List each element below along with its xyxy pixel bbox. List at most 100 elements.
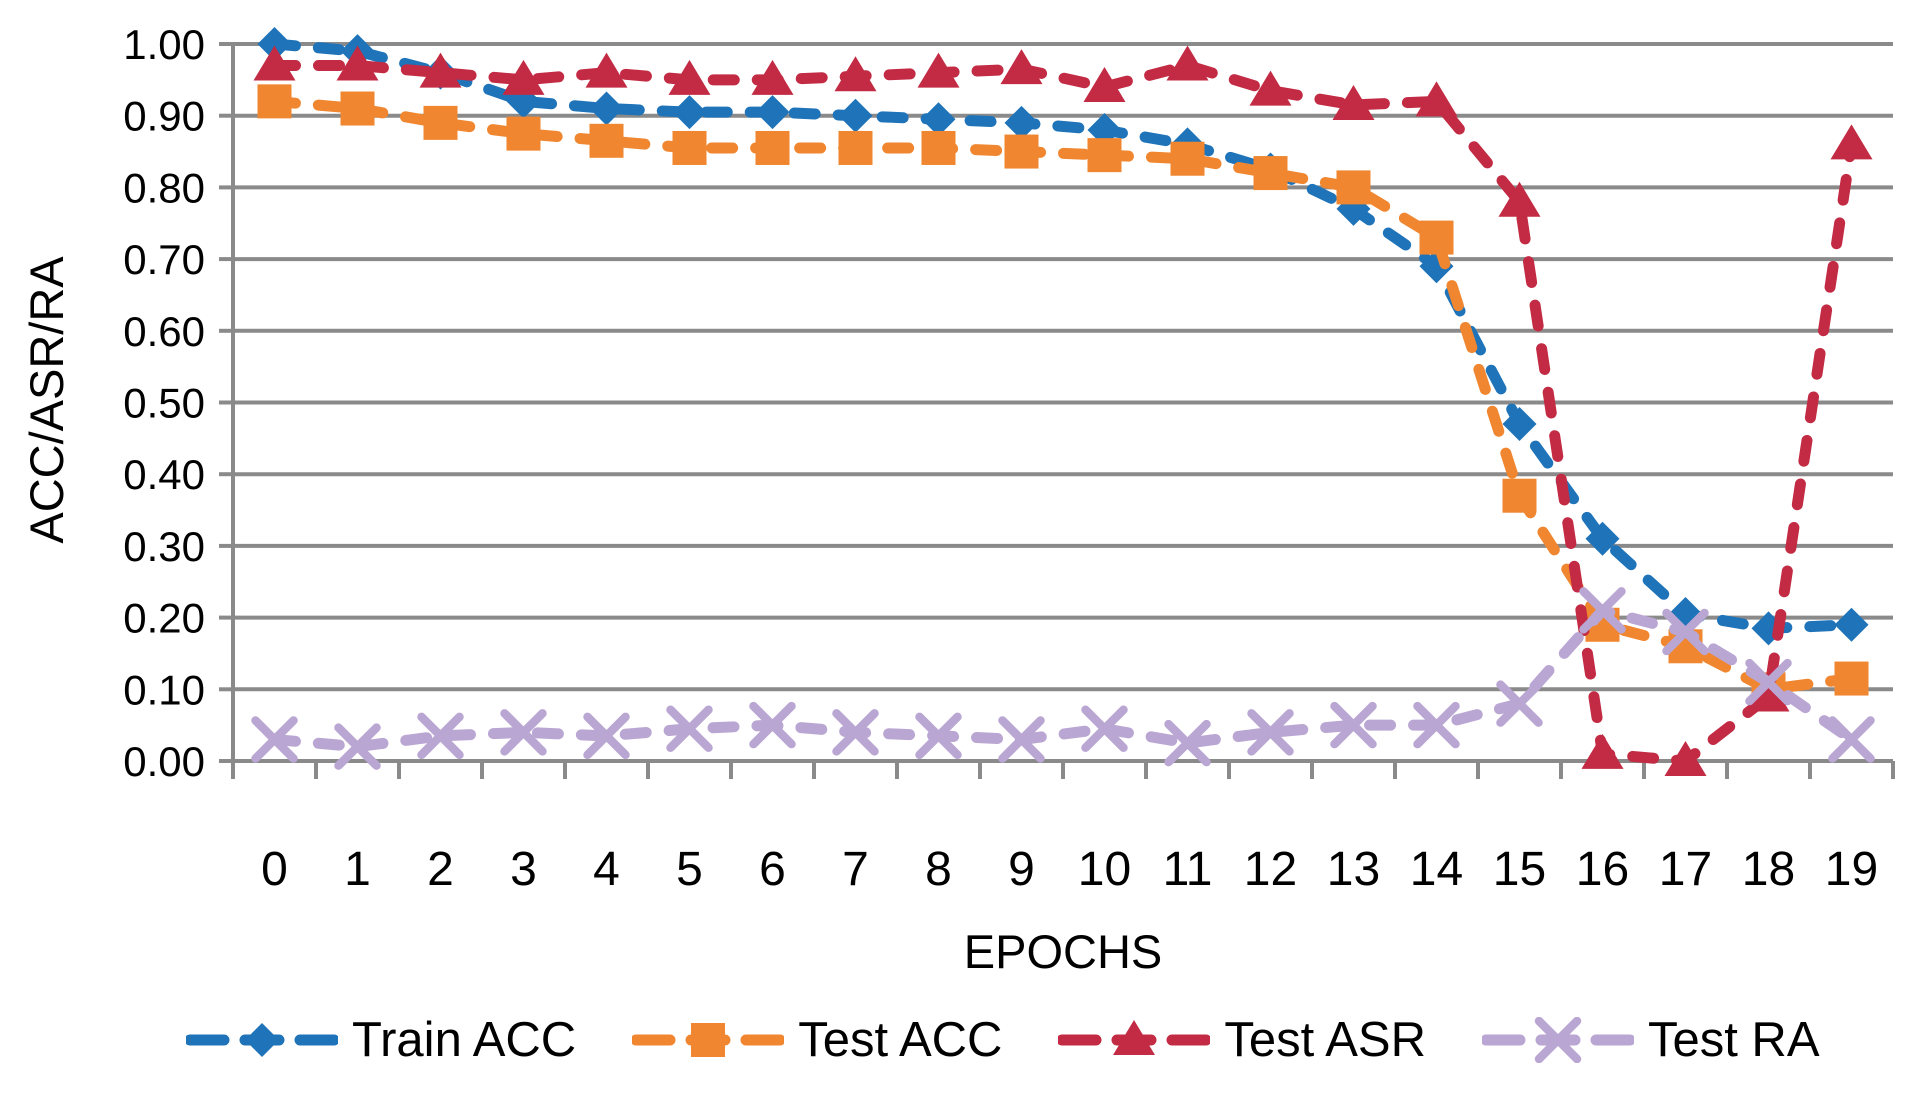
marker-test-acc xyxy=(1502,478,1537,513)
marker-test-acc xyxy=(1170,141,1205,176)
marker-test-ra xyxy=(583,712,630,760)
marker-test-ra xyxy=(1579,587,1626,634)
marker-test-acc xyxy=(589,123,624,158)
legend-label-test-asr: Test ASR xyxy=(1224,1013,1426,1067)
marker-test-asr xyxy=(1664,741,1707,776)
marker-test-asr xyxy=(1498,181,1541,217)
marker-train-acc xyxy=(1502,407,1537,442)
marker-test-ra xyxy=(417,712,464,760)
x-tick-label: 3 xyxy=(510,843,537,896)
marker-test-asr xyxy=(502,59,545,95)
legend-label-test-acc: Test ACC xyxy=(798,1013,1003,1067)
y-tick-labels: 0.00 0.10 0.20 0.30 0.40 0.50 0.60 0.70 0.80 0.90… xyxy=(123,21,205,785)
marker-train-acc xyxy=(257,27,292,61)
y-tick-label: 1.00 xyxy=(123,21,205,68)
legend-label-train-acc: Train ACC xyxy=(352,1013,577,1067)
series-test-asr xyxy=(253,45,1873,776)
y-tick-label: 0.60 xyxy=(123,308,205,355)
marker-test-asr xyxy=(834,56,877,92)
marker-test-asr xyxy=(1332,84,1375,120)
series-test-ra xyxy=(251,587,1875,770)
y-tick-label: 0.80 xyxy=(123,164,205,211)
x-tick-label: 9 xyxy=(1008,843,1035,896)
x-tick-label: 6 xyxy=(759,843,786,896)
y-tick-label: 0.40 xyxy=(123,451,205,498)
x-tick-labels: 0 1 2 3 4 5 6 7 8 9 10 11 12 13 14 15 16 17 18 19 xyxy=(261,843,1878,896)
x-tick-label: 8 xyxy=(925,843,952,896)
marker-test-ra xyxy=(1828,716,1875,763)
marker-test-ra xyxy=(915,712,962,760)
x-tick-label: 10 xyxy=(1078,843,1131,896)
marker-test-acc xyxy=(340,91,375,126)
legend-item-test-asr: Test ASR xyxy=(1058,1012,1426,1068)
legend-marker-train-acc xyxy=(245,1023,279,1057)
marker-test-ra xyxy=(1413,701,1460,749)
y-tick-label: 0.00 xyxy=(123,738,205,785)
axis-ticks xyxy=(219,42,1895,779)
x-tick-label: 4 xyxy=(593,843,620,896)
x-tick-label: 13 xyxy=(1327,843,1380,896)
marker-test-asr xyxy=(1830,124,1873,160)
marker-test-acc xyxy=(1336,170,1371,205)
marker-test-ra xyxy=(1496,680,1543,727)
x-tick-label: 7 xyxy=(842,843,869,896)
marker-test-ra xyxy=(1247,709,1294,756)
x-tick-label: 15 xyxy=(1493,843,1546,896)
marker-test-asr xyxy=(253,45,296,81)
marker-test-ra xyxy=(1662,608,1709,656)
y-tick-label: 0.70 xyxy=(123,236,205,283)
marker-test-asr xyxy=(336,45,379,81)
legend-marker-test-acc xyxy=(691,1023,726,1057)
marker-test-asr xyxy=(1581,733,1624,769)
x-tick-label: 11 xyxy=(1163,843,1213,896)
y-tick-label: 0.10 xyxy=(123,666,205,713)
marker-test-ra xyxy=(500,709,547,756)
x-axis-title: EPOCHS xyxy=(963,925,1163,978)
legend-key-diamond-icon xyxy=(186,1023,338,1057)
marker-train-acc xyxy=(1419,249,1454,284)
chart-legend: Train ACC Test ACC Test ASR Test RA xyxy=(186,1004,1820,1076)
marker-test-acc xyxy=(755,130,790,165)
marker-test-ra xyxy=(666,705,713,752)
y-axis-title: ACC/ASR/RA xyxy=(20,256,74,544)
marker-test-ra xyxy=(1745,658,1792,706)
legend-item-test-ra: Test RA xyxy=(1481,1012,1820,1068)
marker-train-acc xyxy=(589,91,624,126)
y-tick-label: 0.50 xyxy=(123,380,205,427)
marker-test-acc xyxy=(921,130,956,165)
series-test-acc xyxy=(257,84,1869,707)
marker-test-acc xyxy=(672,130,707,165)
x-tick-label: 18 xyxy=(1742,843,1795,896)
marker-test-asr xyxy=(668,59,711,95)
y-tick-label: 0.20 xyxy=(123,595,205,642)
legend-key-x-icon xyxy=(1481,1017,1634,1063)
x-tick-label: 2 xyxy=(427,843,454,896)
marker-test-asr xyxy=(1747,676,1790,712)
marker-test-ra xyxy=(832,709,879,756)
marker-test-asr xyxy=(1166,45,1209,81)
marker-test-acc xyxy=(1004,134,1039,169)
marker-test-acc xyxy=(1834,661,1869,696)
x-tick-label: 1 xyxy=(344,843,371,896)
marker-test-ra xyxy=(1330,701,1377,749)
marker-test-ra xyxy=(1164,719,1211,767)
x-tick-label: 19 xyxy=(1825,843,1878,896)
marker-test-ra xyxy=(998,716,1045,763)
x-tick-label: 5 xyxy=(676,843,703,896)
marker-test-ra xyxy=(749,701,796,749)
x-tick-label: 17 xyxy=(1659,843,1712,896)
marker-test-asr xyxy=(585,52,628,88)
marker-test-acc xyxy=(423,105,458,140)
marker-test-asr xyxy=(1415,81,1458,117)
series-line-test-asr xyxy=(269,60,1857,767)
marker-test-ra xyxy=(334,723,381,770)
legend-item-test-acc: Test ACC xyxy=(632,1012,1002,1068)
marker-test-asr xyxy=(1249,70,1292,106)
marker-test-asr xyxy=(419,52,462,88)
marker-train-acc xyxy=(1585,521,1620,556)
marker-train-acc xyxy=(755,95,790,130)
gridlines xyxy=(233,42,1893,763)
series-line-test-ra xyxy=(269,604,1857,753)
